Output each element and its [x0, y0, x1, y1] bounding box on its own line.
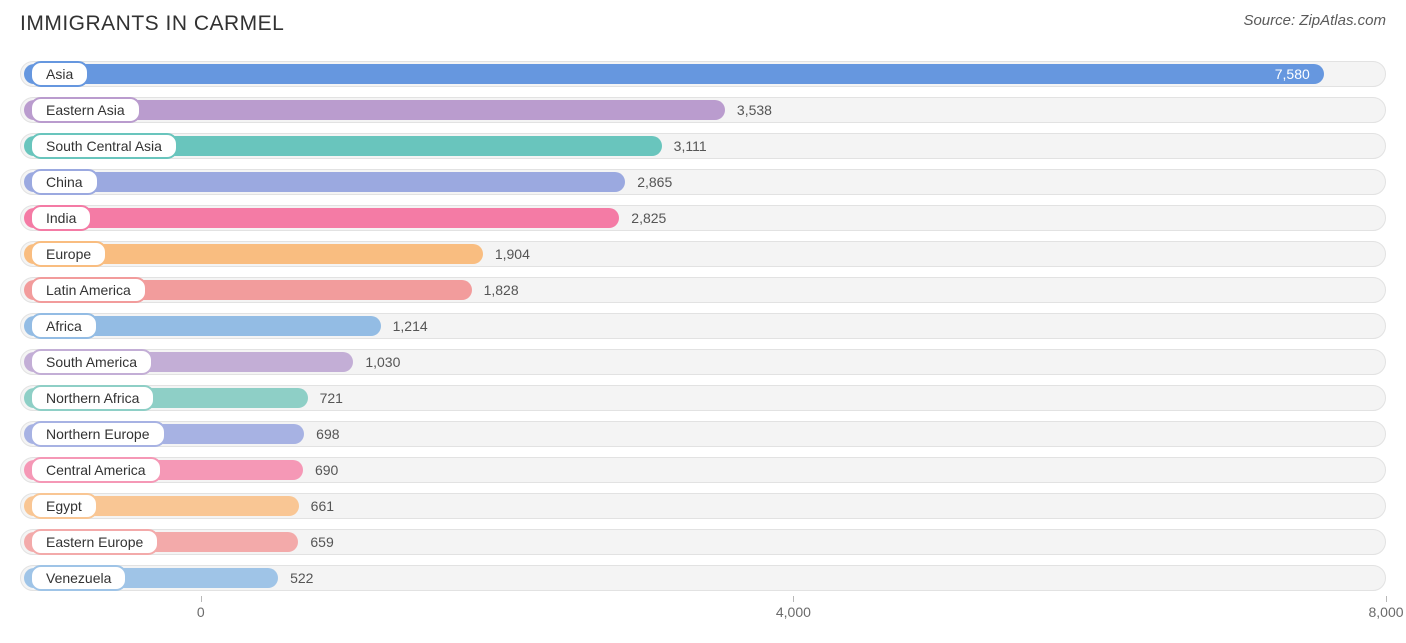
bar-category-pill: Northern Africa: [30, 385, 155, 411]
bar-value-label: 698: [316, 426, 339, 442]
bar-category-pill: China: [30, 169, 99, 195]
bar-row: India 2,825: [20, 200, 1386, 236]
bar-value-label: 7,580: [1275, 66, 1310, 82]
axis-tick-mark: [793, 596, 794, 602]
bar-category-pill: Venezuela: [30, 565, 127, 591]
bar-row: South Central Asia 3,111: [20, 128, 1386, 164]
bar-category-pill: Europe: [30, 241, 107, 267]
bar-value-label: 3,111: [674, 138, 707, 154]
bar-category-pill: Eastern Asia: [30, 97, 141, 123]
bar-row: Northern Europe 698: [20, 416, 1386, 452]
bar-row: Northern Africa 721: [20, 380, 1386, 416]
bar-value-label: 3,538: [737, 102, 772, 118]
bar-category-pill: Latin America: [30, 277, 147, 303]
bar-value-label: 2,825: [631, 210, 666, 226]
bar-value-label: 1,904: [495, 246, 530, 262]
bar-category-pill: South Central Asia: [30, 133, 178, 159]
bar-row: Eastern Asia 3,538: [20, 92, 1386, 128]
chart-title: IMMIGRANTS IN CARMEL: [20, 12, 284, 36]
chart-source: Source: ZipAtlas.com: [1243, 12, 1386, 29]
bar-category-pill: Central America: [30, 457, 162, 483]
bar-row: Venezuela 522: [20, 560, 1386, 596]
bar-value-label: 690: [315, 462, 338, 478]
bar-row: Egypt 661: [20, 488, 1386, 524]
axis-tick-label: 4,000: [776, 604, 811, 620]
bar-category-pill: South America: [30, 349, 153, 375]
bar-category-pill: India: [30, 205, 92, 231]
bar-row: China 2,865: [20, 164, 1386, 200]
bar: [24, 64, 1324, 84]
bar-row: Asia 7,580: [20, 56, 1386, 92]
bar-category-pill: Egypt: [30, 493, 98, 519]
bar-row: Eastern Europe 659: [20, 524, 1386, 560]
axis-tick-mark: [1386, 596, 1387, 602]
bar-value-label: 2,865: [637, 174, 672, 190]
bar-value-label: 1,214: [393, 318, 428, 334]
chart-area: Asia 7,580 Eastern Asia 3,538 South Central …: [20, 56, 1386, 596]
bar-value-label: 721: [320, 390, 343, 406]
bar-category-pill: Northern Europe: [30, 421, 166, 447]
bar-value-label: 522: [290, 570, 313, 586]
bar-row: Central America 690: [20, 452, 1386, 488]
bar-row: Europe 1,904: [20, 236, 1386, 272]
header-row: IMMIGRANTS IN CARMEL Source: ZipAtlas.co…: [20, 12, 1386, 36]
chart-container: IMMIGRANTS IN CARMEL Source: ZipAtlas.co…: [0, 0, 1406, 643]
bar-category-pill: Eastern Europe: [30, 529, 159, 555]
bar-value-label: 661: [311, 498, 334, 514]
bar-row: South America 1,030: [20, 344, 1386, 380]
axis-tick-mark: [201, 596, 202, 602]
bar-value-label: 659: [310, 534, 333, 550]
bar-category-pill: Asia: [30, 61, 89, 87]
axis-tick-label: 0: [197, 604, 205, 620]
bar-row: Africa 1,214: [20, 308, 1386, 344]
bar-row: Latin America 1,828: [20, 272, 1386, 308]
bar-value-label: 1,030: [365, 354, 400, 370]
axis-tick-label: 8,000: [1368, 604, 1403, 620]
x-axis: 04,0008,000: [20, 598, 1386, 628]
bar-value-label: 1,828: [484, 282, 519, 298]
bar: [24, 208, 619, 228]
bar-category-pill: Africa: [30, 313, 98, 339]
bar: [24, 172, 625, 192]
